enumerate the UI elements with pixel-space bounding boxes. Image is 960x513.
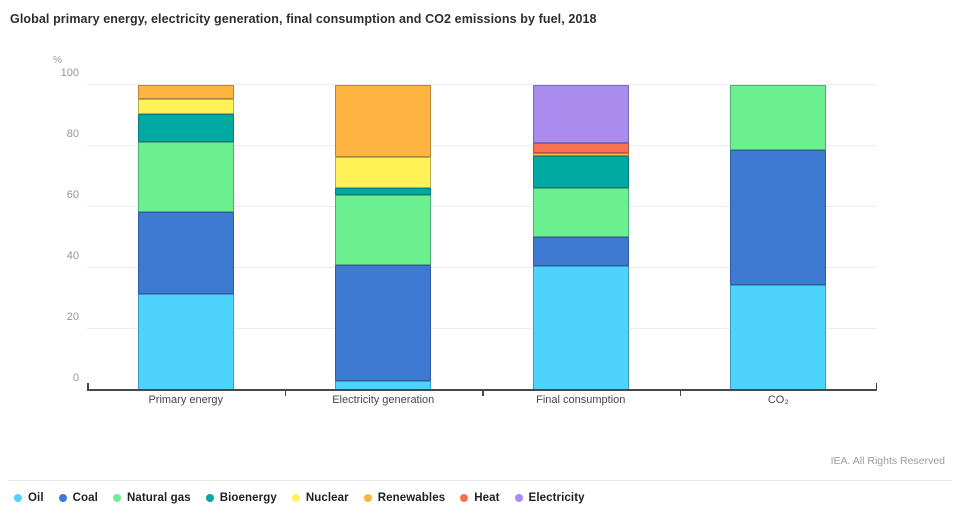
legend-color-dot [112,494,121,502]
gridline [87,145,877,146]
gridline [87,267,877,268]
x-axis-tick [284,391,286,396]
x-axis-category-label: CO₂ [767,394,789,406]
chart-title: Global primary energy, electricity gener… [10,12,597,26]
bar-segment-natural-gas[interactable] [730,85,827,150]
bar-slot [285,85,483,390]
legend-color-dot [205,494,214,502]
gridline [87,84,877,85]
legend: Oil Coal Natural gas Bioenergy Nuclear Renewa… [14,488,952,508]
bar-segment-natural-gas[interactable] [335,195,432,266]
bar-segment-oil[interactable] [730,285,827,390]
legend-item-label: Bioenergy [219,492,277,504]
legend-color-dot [363,494,372,502]
bar-segment-coal[interactable] [137,211,234,294]
bar-segment-renewables[interactable] [532,152,629,157]
legend-item-oil[interactable]: Oil [14,492,44,504]
stacked-bar-final-consumption [532,85,629,390]
x-axis-labels: Primary energy Electricity generation Fina… [87,394,877,408]
bar-segment-renewables[interactable] [137,85,234,99]
copyright-text: IEA. All Rights Reserved [830,455,945,467]
gridline [87,206,877,207]
bar-segment-bioenergy[interactable] [532,156,629,188]
x-axis-category-label: Primary energy [148,394,224,406]
y-tick-label: 0 [72,372,79,384]
x-axis-line [87,389,877,391]
legend-color-dot [58,494,67,502]
legend-color-dot [460,494,469,502]
stacked-bar-primary-energy [137,85,234,390]
legend-item-natural-gas[interactable]: Natural gas [112,492,191,504]
legend-item-label: Nuclear [305,492,349,504]
plot-area: 0 20 40 60 80 100 [61,67,878,396]
bar-segment-nuclear[interactable] [137,98,234,114]
x-axis-tick [679,391,681,396]
bar-segment-bioenergy[interactable] [335,187,432,196]
bar-segment-natural-gas[interactable] [137,142,234,212]
legend-item-renewables[interactable]: Renewables [363,492,446,504]
stacked-bar-co- [730,85,827,390]
bar-segment-coal[interactable] [730,149,827,286]
legend-color-dot [291,494,300,502]
legend-divider [8,480,952,481]
bar-segment-nuclear[interactable] [335,157,432,188]
legend-item-label: Oil [28,492,44,504]
bar-segment-renewables[interactable] [335,85,432,157]
x-axis-category-label: Final consumption [536,394,626,406]
y-axis-unit-label: % [53,55,62,66]
bar-segment-heat[interactable] [532,143,629,153]
legend-item-label: Coal [72,492,98,504]
legend-item-label: Electricity [528,492,585,504]
legend-item-label: Heat [474,492,500,504]
legend-item-label: Renewables [377,492,446,504]
x-axis-category-label: Electricity generation [332,394,435,406]
bar-slot [482,85,680,390]
legend-color-dot [14,494,22,502]
bar-segment-oil[interactable] [335,381,432,390]
x-axis-end-tick [875,383,877,389]
bar-segment-coal[interactable] [335,265,432,382]
legend-item-electricity[interactable]: Electricity [514,492,585,504]
bar-segment-natural-gas[interactable] [532,187,629,237]
bar-slot [680,85,878,390]
legend-item-coal[interactable]: Coal [58,492,98,504]
legend-item-heat[interactable]: Heat [460,492,499,504]
bar-segment-coal[interactable] [532,236,629,266]
legend-color-dot [514,494,523,502]
bar-segment-electricity[interactable] [532,85,629,144]
y-tick-label: 60 [66,189,79,201]
bar-segment-oil[interactable] [532,265,629,390]
legend-item-bioenergy[interactable]: Bioenergy [205,492,277,504]
legend-item-nuclear[interactable]: Nuclear [291,492,349,504]
y-tick-label: 80 [66,128,79,140]
x-axis-tick [482,391,484,396]
bar-segment-oil[interactable] [137,293,234,390]
stacked-bar-electricity-generation [335,85,432,390]
bar-segment-bioenergy[interactable] [137,113,234,143]
bar-slot [87,85,285,390]
x-axis-end-tick [87,383,89,389]
y-tick-label: 40 [66,250,79,262]
gridline [87,328,877,329]
y-tick-label: 100 [60,67,79,79]
legend-item-label: Natural gas [126,492,191,504]
y-tick-label: 20 [66,311,79,323]
